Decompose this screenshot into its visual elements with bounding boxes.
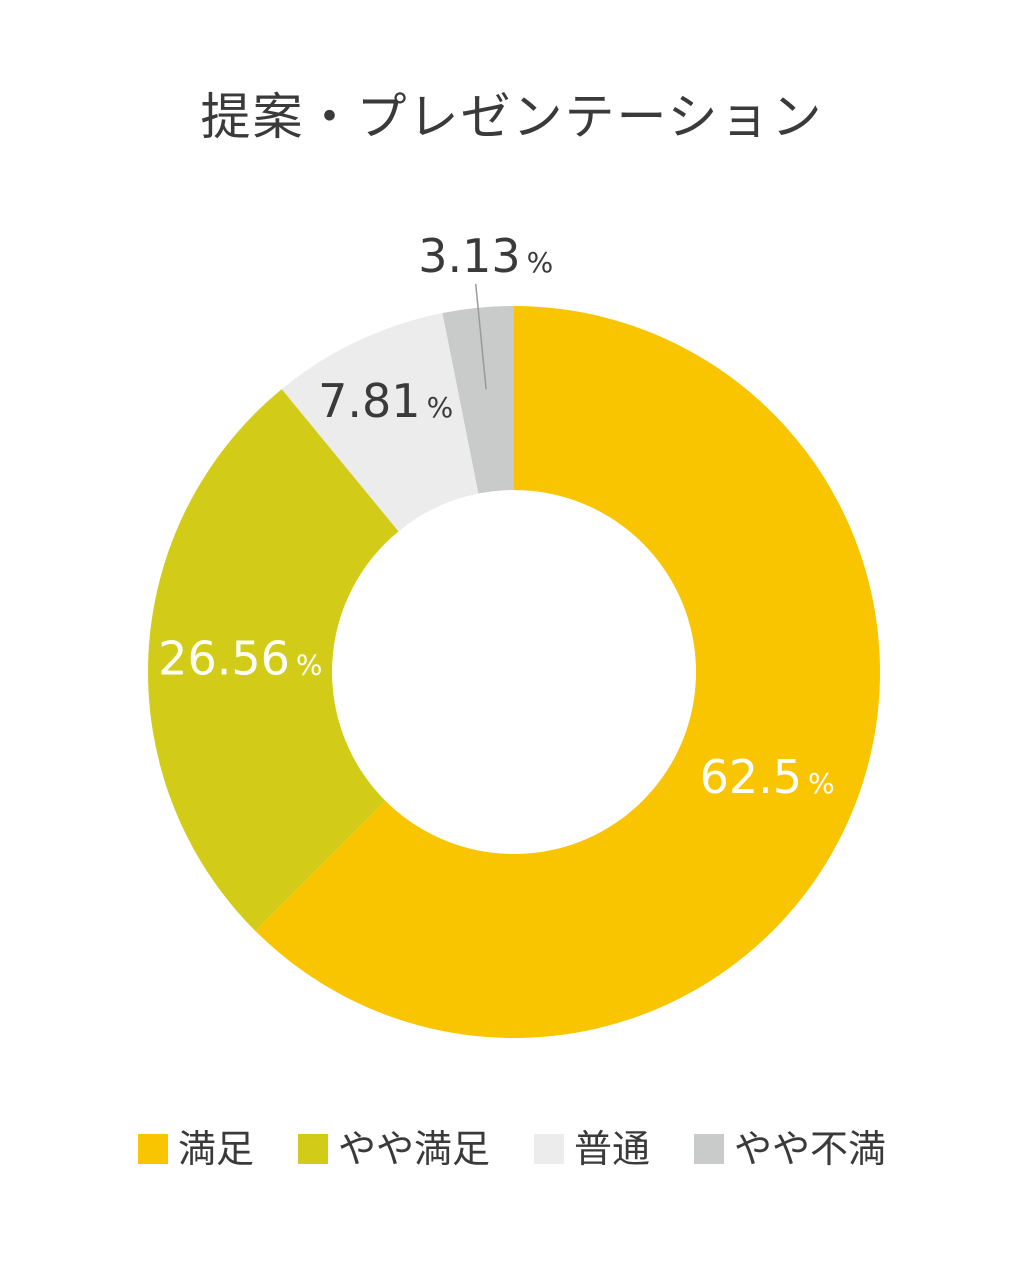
slice-somewhat-satisfied [148,389,399,931]
slice-satisfied [255,306,880,1038]
donut-chart: 62.5 % 26.56 % 7.81 % 3.13% [148,229,880,1038]
legend-label: 満足 [177,1127,254,1171]
legend-item-somewhat-satisfied: やや満足 [297,1127,490,1171]
legend-item-neutral: 普通 [534,1130,650,1168]
legend-label: 普通 [574,1127,651,1171]
slice-neutral [281,313,479,532]
data-label: 3.13% [418,229,553,283]
legend-swatch [137,1134,168,1164]
legend-item-satisfied: 満足 [137,1127,254,1171]
leader-line [474,283,487,390]
legend: 満足 やや満足 普通 やや不満 [0,1130,1024,1168]
legend-label: やや満足 [337,1127,490,1171]
legend-swatch [534,1134,564,1164]
legend-label: やや不満 [734,1127,887,1171]
legend-swatch [694,1134,725,1164]
data-label: 62.5% [700,750,835,804]
data-label: 7.81% [318,374,453,428]
chart-title: 提案・プレゼンテーション [200,88,824,146]
data-label: 26.56% [158,632,322,686]
legend-item-somewhat-dissatisfied: やや不満 [694,1130,886,1168]
legend-swatch [297,1134,328,1164]
slice-somewhat-dissatisfied [442,306,514,494]
